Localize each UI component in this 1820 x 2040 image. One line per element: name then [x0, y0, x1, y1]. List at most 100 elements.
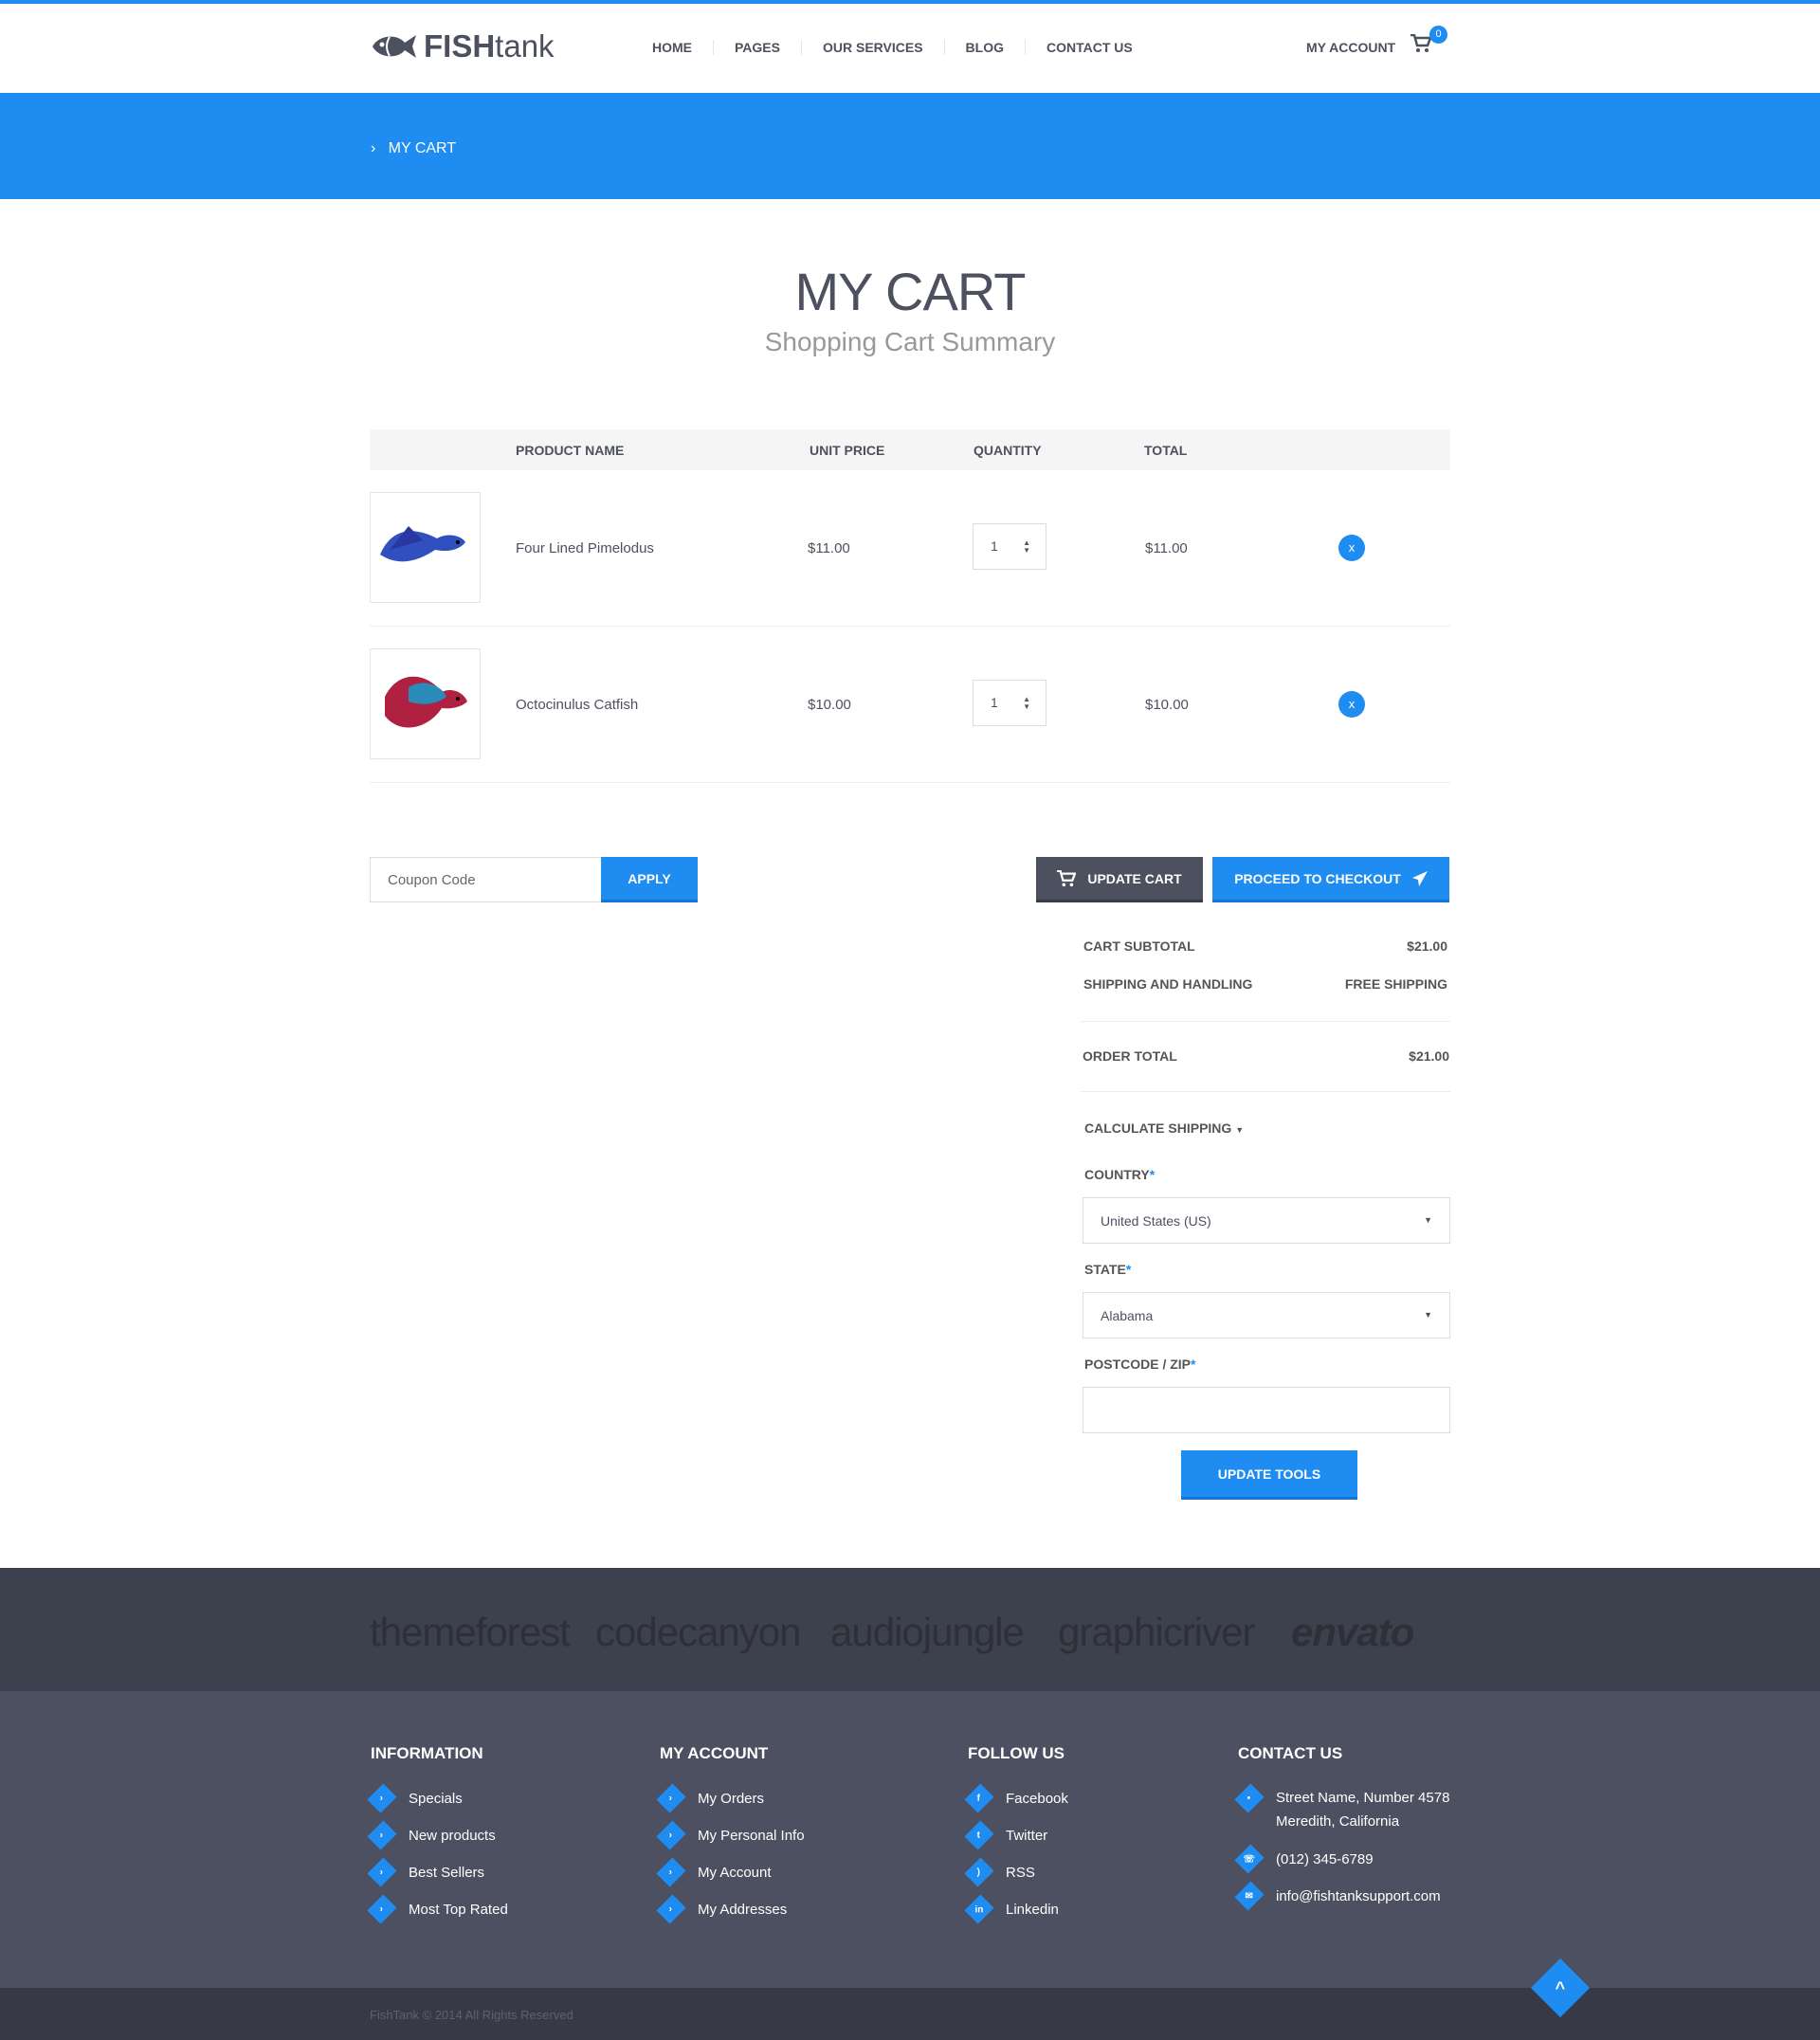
chevron-right-icon: › — [656, 1783, 686, 1813]
footer-link-my-orders[interactable]: › My Orders — [656, 1783, 764, 1813]
brand-themeforest[interactable]: themeforest — [370, 1610, 571, 1654]
nav-blog[interactable]: BLOG — [943, 40, 1025, 55]
caret-down-icon: ▼ — [1424, 1215, 1432, 1225]
phone-icon: ☏ — [1234, 1844, 1265, 1874]
nav-pages[interactable]: PAGES — [713, 40, 801, 55]
country-select[interactable]: United States (US) ▼ — [1083, 1197, 1450, 1244]
logo[interactable]: FISHtank — [371, 28, 555, 64]
chevron-right-icon: › — [367, 1894, 397, 1924]
quantity-stepper[interactable]: 1 ▲ ▼ — [973, 523, 1046, 570]
country-value: United States (US) — [1101, 1213, 1211, 1229]
shipping-label: SHIPPING AND HANDLING — [1083, 976, 1253, 992]
linkedin-icon: in — [964, 1894, 994, 1924]
apply-coupon-button[interactable]: APPLY — [601, 857, 698, 902]
calculate-shipping-label: CALCULATE SHIPPING — [1084, 1120, 1232, 1136]
state-select[interactable]: Alabama ▼ — [1083, 1292, 1450, 1339]
nav-contact-us[interactable]: CONTACT US — [1024, 40, 1154, 55]
coupon-input[interactable]: Coupon Code — [370, 857, 603, 902]
quantity-stepper[interactable]: 1 ▲ ▼ — [973, 680, 1046, 726]
stepper-arrows-icon[interactable]: ▲ ▼ — [1023, 695, 1030, 711]
footer-link-linkedin[interactable]: in Linkedin — [964, 1894, 1059, 1924]
col-unit-price: UNIT PRICE — [810, 443, 885, 458]
breadcrumb-current: MY CART — [388, 140, 457, 156]
footer-phone: ☏ (012) 345-6789 — [1234, 1844, 1374, 1874]
header — [0, 4, 1820, 93]
shipping-value: FREE SHIPPING — [1344, 976, 1447, 992]
footer-heading-follow-us: FOLLOW US — [968, 1744, 1065, 1762]
logo-text-light: tank — [495, 28, 555, 64]
row-total: $10.00 — [1145, 697, 1189, 713]
my-account-link[interactable]: MY ACCOUNT — [1306, 40, 1396, 55]
proceed-to-checkout-button[interactable]: PROCEED TO CHECKOUT — [1212, 857, 1449, 902]
footer-email[interactable]: ✉ info@fishtanksupport.com — [1234, 1881, 1441, 1911]
main-nav: HOME PAGES OUR SERVICES BLOG CONTACT US — [652, 40, 1154, 55]
facebook-icon: f — [964, 1783, 994, 1813]
quantity-value: 1 — [991, 695, 998, 710]
footer-link-my-addresses[interactable]: › My Addresses — [656, 1894, 787, 1924]
postcode-input[interactable] — [1083, 1387, 1450, 1433]
paper-plane-icon — [1411, 870, 1428, 886]
cart-count-badge: 0 — [1429, 26, 1447, 44]
footer-link-most-top-rated[interactable]: › Most Top Rated — [367, 1894, 508, 1924]
footer-link-specials[interactable]: › Specials — [367, 1783, 463, 1813]
rss-icon: ) — [964, 1857, 994, 1887]
chevron-right-icon: › — [371, 140, 389, 156]
footer-heading-contact-us: CONTACT US — [1238, 1744, 1343, 1762]
brand-envato[interactable]: envato — [1291, 1610, 1414, 1654]
envelope-icon: ✉ — [1234, 1881, 1265, 1911]
update-cart-label: UPDATE CART — [1087, 870, 1182, 886]
twitter-icon: t — [964, 1820, 994, 1850]
brand-graphicriver[interactable]: graphicriver — [1058, 1610, 1255, 1654]
chevron-right-icon: › — [367, 1820, 397, 1850]
footer-link-new-products[interactable]: › New products — [367, 1820, 496, 1850]
nav-home[interactable]: HOME — [652, 40, 692, 55]
col-product-name: PRODUCT NAME — [516, 443, 625, 458]
update-cart-button[interactable]: UPDATE CART — [1036, 857, 1203, 902]
remove-item-button[interactable]: x — [1338, 535, 1365, 561]
footer-link-facebook[interactable]: f Facebook — [964, 1783, 1068, 1813]
caret-down-icon: ▼ — [1235, 1125, 1245, 1135]
unit-price: $10.00 — [808, 697, 851, 713]
product-name[interactable]: Four Lined Pimelodus — [516, 540, 654, 556]
cart-subtotal-value: $21.00 — [1407, 938, 1447, 954]
footer-heading-information: INFORMATION — [371, 1744, 483, 1762]
state-value: Alabama — [1101, 1308, 1154, 1323]
product-image[interactable] — [370, 492, 481, 603]
order-total-value: $21.00 — [1409, 1048, 1449, 1064]
copyright: FishTank © 2014 All Rights Reserved — [370, 2008, 573, 2022]
update-tools-button[interactable]: UPDATE TOOLS — [1181, 1450, 1357, 1500]
map-pin-icon: • — [1234, 1783, 1265, 1813]
footer-link-best-sellers[interactable]: › Best Sellers — [367, 1857, 484, 1887]
nav-our-services[interactable]: OUR SERVICES — [800, 40, 944, 55]
calculate-shipping-toggle[interactable]: CALCULATE SHIPPING ▼ — [1084, 1120, 1244, 1136]
footer-link-my-account[interactable]: › My Account — [656, 1857, 772, 1887]
checkout-label: PROCEED TO CHECKOUT — [1234, 870, 1401, 886]
product-image[interactable] — [370, 648, 481, 759]
col-quantity: QUANTITY — [974, 443, 1042, 458]
brand-logos-band: themeforest codecanyon audiojungle graph… — [0, 1568, 1820, 1691]
divider — [1081, 1021, 1450, 1022]
stepper-arrows-icon[interactable]: ▲ ▼ — [1023, 538, 1030, 555]
order-total-label: ORDER TOTAL — [1083, 1048, 1177, 1064]
footer-address: • Street Name, Number 4578 Meredith, Calif… — [1234, 1783, 1449, 1833]
footer-link-personal-info[interactable]: › My Personal Info — [656, 1820, 805, 1850]
table-row: Octocinulus Catfish $10.00 1 ▲ ▼ $10.00 x — [370, 627, 1450, 783]
product-name[interactable]: Octocinulus Catfish — [516, 697, 639, 713]
footer-link-rss[interactable]: ) RSS — [964, 1857, 1035, 1887]
remove-item-button[interactable]: x — [1338, 691, 1365, 718]
chevron-right-icon: › — [656, 1894, 686, 1924]
logo-text-bold: FISH — [424, 28, 496, 64]
unit-price: $11.00 — [808, 540, 850, 556]
footer-heading-my-account: MY ACCOUNT — [660, 1744, 769, 1762]
row-total: $11.00 — [1145, 540, 1188, 556]
fish-logo-icon — [373, 35, 416, 58]
country-label: COUNTRY* — [1084, 1167, 1156, 1182]
cart-icon[interactable] — [1410, 34, 1431, 53]
page-banner — [0, 93, 1820, 199]
brand-codecanyon[interactable]: codecanyon — [595, 1610, 802, 1654]
brand-audiojungle[interactable]: audiojungle — [830, 1610, 1025, 1654]
breadcrumb: › MY CART — [371, 140, 456, 157]
footer: INFORMATION › Specials › New products › Bes… — [0, 1691, 1820, 1988]
top-accent-bar — [0, 0, 1820, 4]
footer-link-twitter[interactable]: t Twitter — [964, 1820, 1047, 1850]
